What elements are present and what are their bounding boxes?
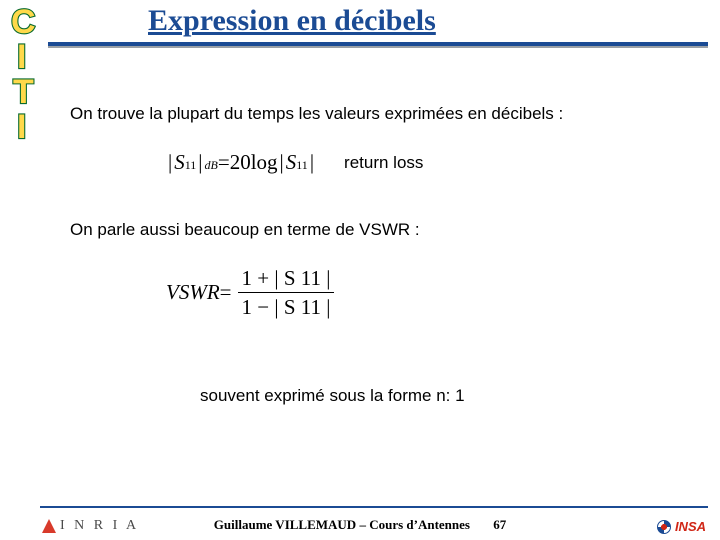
eq1-equals: = xyxy=(218,150,230,175)
citi-logo: C I T I xyxy=(0,0,48,148)
eq2-den-sym: S xyxy=(284,295,296,319)
equation-2: VSWR = 1 + | S 11 | 1 − | S 11 | xyxy=(166,264,334,322)
equation-1: | S 11 | dB = 20 log | S 11 | xyxy=(166,150,316,175)
eq1-lhs-sub: 11 xyxy=(185,158,197,173)
eq1-bar-open-l: | xyxy=(166,150,174,175)
insa-logo: INSA xyxy=(657,519,706,534)
eq1-fn: log xyxy=(251,150,278,175)
eq2-denominator: 1 − | S 11 | xyxy=(238,293,335,321)
eq1-rhs-sym: S xyxy=(286,150,297,175)
svg-text:C: C xyxy=(11,3,36,41)
paragraph-3: souvent exprimé sous la forme n: 1 xyxy=(200,386,465,406)
title-rule xyxy=(48,42,708,48)
eq2-equals: = xyxy=(220,280,232,305)
eq2-numerator: 1 + | S 11 | xyxy=(238,264,335,293)
eq2-den-sub: 11 xyxy=(301,295,321,319)
footer-center: Guillaume VILLEMAUD – Cours d’Antennes 6… xyxy=(0,517,720,533)
eq1-db-sub: dB xyxy=(205,158,218,173)
eq1-bar-open-r: | xyxy=(278,150,286,175)
eq2-num-bar-open: | xyxy=(274,266,278,290)
eq2-label: VSWR xyxy=(166,280,220,305)
citi-logo-svg: C I T I xyxy=(0,0,48,148)
footer: I N R I A Guillaume VILLEMAUD – Cours d’… xyxy=(0,506,720,540)
eq1-bar-close-r: | xyxy=(308,150,316,175)
insa-roundel-icon xyxy=(657,520,671,534)
insa-text: INSA xyxy=(675,519,706,534)
eq2-den-bar-close: | xyxy=(326,295,330,319)
svg-text:T: T xyxy=(13,73,34,111)
formula-vswr: VSWR = 1 + | S 11 | 1 − | S 11 | xyxy=(166,264,334,322)
eq1-lhs-sym: S xyxy=(174,150,185,175)
footer-rule xyxy=(40,506,708,508)
eq2-num-sub: 11 xyxy=(301,266,321,290)
eq1-coeff: 20 xyxy=(230,150,251,175)
slide-title: Expression en décibels xyxy=(148,4,436,38)
eq1-bar-close-l: | xyxy=(196,150,204,175)
page-number: 67 xyxy=(493,517,506,532)
formula-return-loss: | S 11 | dB = 20 log | S 11 | return los… xyxy=(166,150,423,175)
eq2-fraction: 1 + | S 11 | 1 − | S 11 | xyxy=(238,264,335,322)
title-bar: Expression en décibels xyxy=(48,0,720,52)
paragraph-1: On trouve la plupart du temps les valeur… xyxy=(70,104,563,124)
svg-text:I: I xyxy=(17,108,26,146)
eq2-num-prefix: 1 + xyxy=(242,266,275,290)
svg-text:I: I xyxy=(17,38,26,76)
eq2-den-prefix: 1 − xyxy=(242,295,275,319)
eq2-den-bar-open: | xyxy=(274,295,278,319)
slide-body: On trouve la plupart du temps les valeur… xyxy=(70,90,696,492)
eq2-num-bar-close: | xyxy=(326,266,330,290)
return-loss-label: return loss xyxy=(344,153,423,173)
footer-author-course: Guillaume VILLEMAUD – Cours d’Antennes xyxy=(214,517,470,532)
paragraph-2: On parle aussi beaucoup en terme de VSWR… xyxy=(70,220,420,240)
eq2-num-sym: S xyxy=(284,266,296,290)
eq1-rhs-sub: 11 xyxy=(296,158,308,173)
